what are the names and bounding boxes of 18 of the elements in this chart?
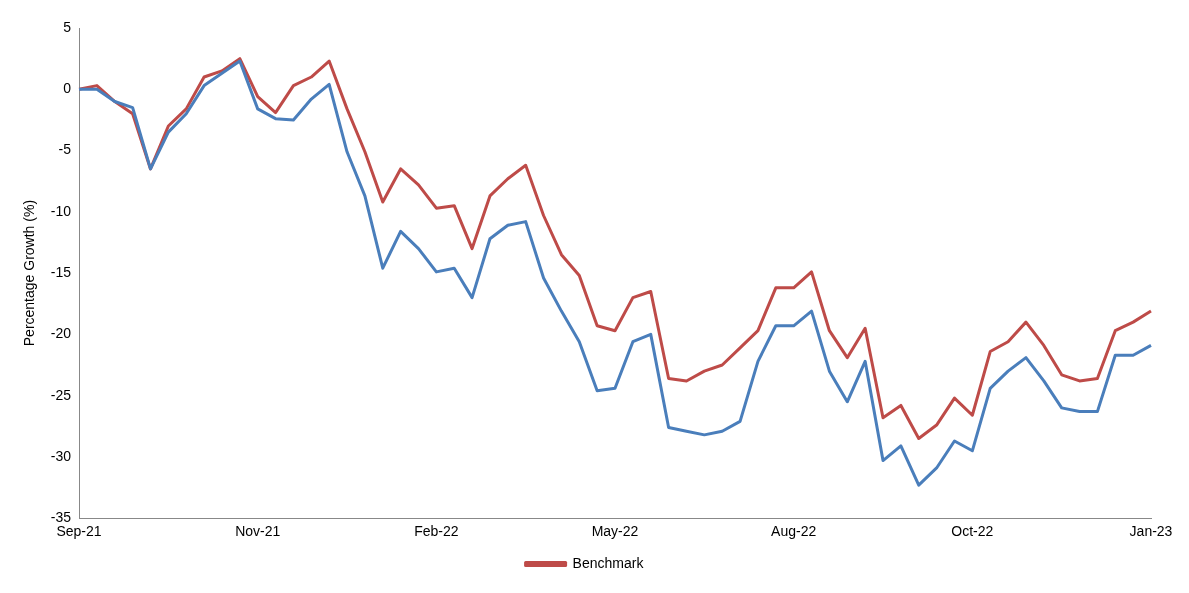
y-axis-title: Percentage Growth (%) [21, 199, 38, 347]
y-tick-label: -20 [50, 325, 72, 342]
x-tick-label: Aug-22 [771, 523, 817, 540]
y-tick-label: -35 [50, 509, 72, 526]
x-tick-label: May-22 [591, 523, 639, 540]
x-tick-label: Nov-21 [235, 523, 281, 540]
x-tick-label: Sep-21 [56, 523, 102, 540]
y-tick-label: -5 [58, 141, 72, 158]
y-tick-label: -30 [50, 447, 72, 464]
x-tick-label: Jan-23 [1129, 523, 1173, 540]
y-tick-label: -15 [50, 263, 72, 280]
y-tick-label: 5 [63, 18, 72, 35]
y-tick-label: -10 [50, 202, 72, 219]
y-tick-label: -25 [50, 386, 72, 403]
x-tick-label: Oct-22 [951, 523, 994, 540]
y-tick-label: 0 [63, 80, 72, 97]
x-tick-label: Feb-22 [414, 523, 459, 540]
legend-label: Benchmark [572, 554, 645, 571]
